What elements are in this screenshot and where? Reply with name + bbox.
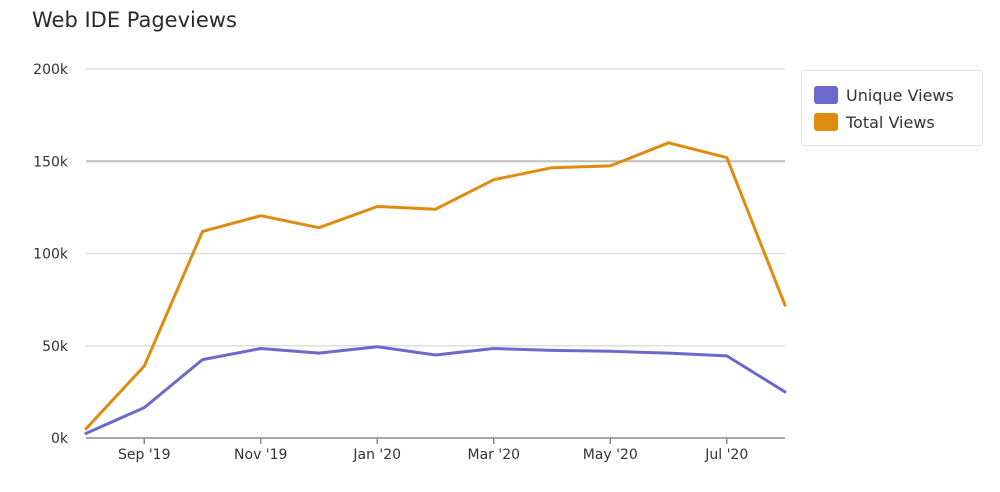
x-tick-label: Sep '19 <box>118 447 171 463</box>
y-tick-label: 50k <box>42 339 69 355</box>
legend-swatch-total-views <box>814 113 838 131</box>
x-tick-label: May '20 <box>583 447 638 463</box>
axes: 0k 50k 100k 150k 200k Sep '19 Nov '19 Jan '20 Ma… <box>33 62 785 463</box>
legend-item-unique-views[interactable]: Unique Views <box>814 84 954 106</box>
y-tick-label: 0k <box>51 431 69 447</box>
y-tick-label: 100k <box>33 247 69 263</box>
series-line-total-views <box>84 141 787 431</box>
legend-item-total-views[interactable]: Total Views <box>814 111 935 133</box>
legend-swatch-unique-views <box>814 86 838 104</box>
legend: Unique Views Total Views <box>801 70 983 146</box>
x-tick-label: Nov '19 <box>234 447 287 463</box>
legend-label-total-views: Total Views <box>846 112 935 132</box>
chart-title: Web IDE Pageviews <box>32 8 237 32</box>
x-tick-label: Jul '20 <box>704 447 748 463</box>
series-lines <box>84 141 787 435</box>
x-tick-label: Mar '20 <box>467 447 520 463</box>
y-tick-label: 150k <box>33 154 69 170</box>
legend-label-unique-views: Unique Views <box>846 85 954 105</box>
y-tick-label: 200k <box>33 62 69 78</box>
gridlines <box>86 68 785 347</box>
series-line-unique-views <box>84 345 787 435</box>
x-tick-label: Jan '20 <box>352 447 401 463</box>
